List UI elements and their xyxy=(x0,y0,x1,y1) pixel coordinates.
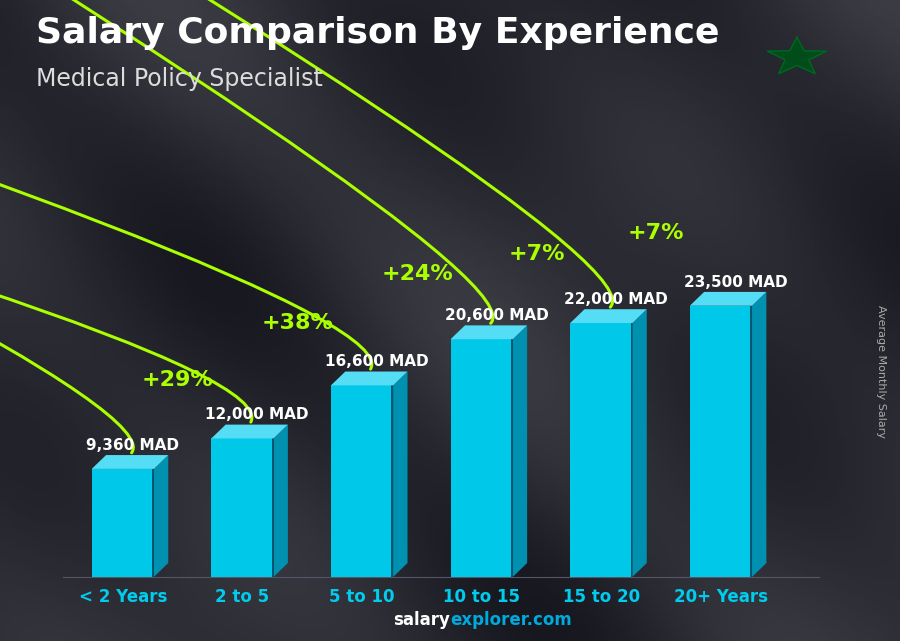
Text: Medical Policy Specialist: Medical Policy Specialist xyxy=(36,67,323,91)
Polygon shape xyxy=(513,326,527,577)
Polygon shape xyxy=(689,306,752,577)
Polygon shape xyxy=(154,455,168,577)
Text: 16,600 MAD: 16,600 MAD xyxy=(325,354,428,369)
Text: 20,600 MAD: 20,600 MAD xyxy=(445,308,548,323)
Polygon shape xyxy=(212,424,288,438)
Polygon shape xyxy=(92,469,154,577)
Polygon shape xyxy=(274,424,288,577)
Text: 12,000 MAD: 12,000 MAD xyxy=(205,407,309,422)
Text: +24%: +24% xyxy=(382,264,453,284)
Polygon shape xyxy=(331,372,408,385)
Polygon shape xyxy=(272,438,274,577)
Text: 23,500 MAD: 23,500 MAD xyxy=(684,274,788,290)
Text: 22,000 MAD: 22,000 MAD xyxy=(564,292,668,307)
Text: +38%: +38% xyxy=(262,313,333,333)
Text: Average Monthly Salary: Average Monthly Salary xyxy=(877,305,886,438)
Polygon shape xyxy=(571,309,647,323)
Polygon shape xyxy=(152,469,154,577)
Polygon shape xyxy=(331,385,393,577)
Polygon shape xyxy=(752,292,767,577)
Polygon shape xyxy=(451,339,513,577)
Text: explorer.com: explorer.com xyxy=(450,612,572,629)
Polygon shape xyxy=(768,37,826,74)
Polygon shape xyxy=(571,323,633,577)
Text: salary: salary xyxy=(393,612,450,629)
Polygon shape xyxy=(631,323,633,577)
Text: +29%: +29% xyxy=(142,370,213,390)
Polygon shape xyxy=(392,385,393,577)
Polygon shape xyxy=(511,339,513,577)
Text: +7%: +7% xyxy=(508,244,565,264)
Text: Salary Comparison By Experience: Salary Comparison By Experience xyxy=(36,16,719,50)
Polygon shape xyxy=(451,326,527,339)
Text: 9,360 MAD: 9,360 MAD xyxy=(86,438,179,453)
Polygon shape xyxy=(393,372,408,577)
Polygon shape xyxy=(633,309,647,577)
Text: +7%: +7% xyxy=(628,224,685,244)
Polygon shape xyxy=(689,292,767,306)
Polygon shape xyxy=(92,455,168,469)
Polygon shape xyxy=(751,306,752,577)
Polygon shape xyxy=(212,438,274,577)
